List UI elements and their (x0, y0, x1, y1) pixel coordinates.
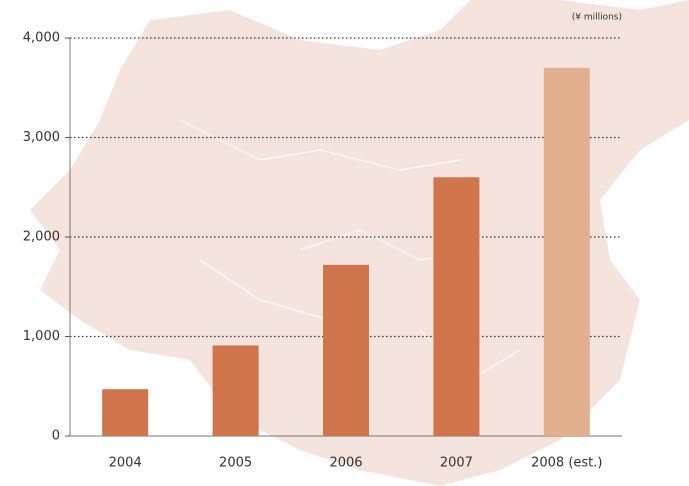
bar (323, 264, 369, 436)
bar (433, 177, 480, 437)
unit-label: (¥ millions) (572, 13, 622, 23)
y-tick-label: 1,000 (23, 329, 60, 344)
y-tick-label: 0 (52, 429, 60, 444)
background-map (30, 0, 689, 486)
bar (212, 345, 259, 436)
x-tick-label: 2006 (329, 456, 362, 471)
bar (543, 67, 590, 436)
x-tick-label: 2008 (est.) (531, 456, 602, 471)
x-tick-label: 2007 (440, 456, 473, 471)
x-tick-label: 2004 (109, 456, 142, 471)
y-tick-label: 2,000 (23, 230, 60, 245)
bar (102, 389, 149, 436)
y-tick-label: 4,000 (23, 31, 60, 46)
y-tick-label: 3,000 (23, 130, 60, 145)
x-tick-label: 2005 (219, 456, 252, 471)
